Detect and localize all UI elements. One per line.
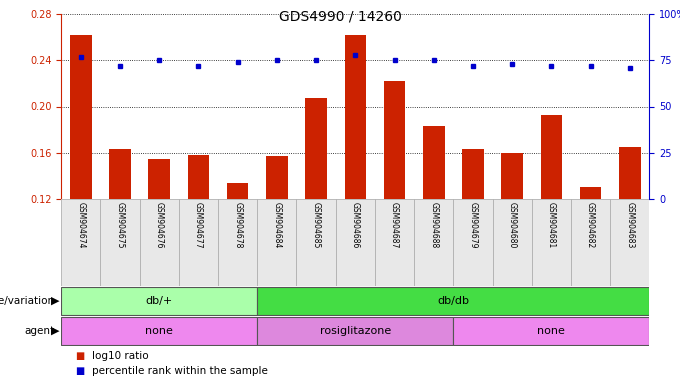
Bar	[375, 199, 414, 286]
Bar	[571, 199, 610, 286]
Bar	[188, 155, 209, 199]
Bar	[492, 199, 532, 286]
Bar	[61, 286, 257, 315]
Bar	[532, 199, 571, 286]
Text: genotype/variation: genotype/variation	[0, 296, 54, 306]
Text: GSM904676: GSM904676	[155, 202, 164, 249]
Text: db/db: db/db	[437, 296, 469, 306]
Bar	[345, 35, 366, 199]
Text: GSM904686: GSM904686	[351, 202, 360, 249]
Text: GSM904681: GSM904681	[547, 202, 556, 249]
Bar	[266, 156, 288, 199]
Text: none: none	[146, 326, 173, 336]
Bar	[148, 159, 170, 199]
Text: ■: ■	[75, 351, 84, 361]
Bar	[610, 199, 649, 286]
Text: log10 ratio: log10 ratio	[92, 351, 148, 361]
Text: GSM904674: GSM904674	[76, 202, 85, 249]
Bar	[454, 316, 649, 345]
Text: ▶: ▶	[52, 296, 60, 306]
Text: rosiglitazone: rosiglitazone	[320, 326, 391, 336]
Bar	[296, 199, 336, 286]
Text: agent: agent	[24, 326, 54, 336]
Text: GSM904682: GSM904682	[586, 202, 595, 249]
Bar	[541, 114, 562, 199]
Bar	[257, 199, 296, 286]
Bar	[257, 286, 649, 315]
Text: db/+: db/+	[146, 296, 173, 306]
Bar	[384, 81, 405, 199]
Bar	[336, 199, 375, 286]
Bar	[101, 199, 139, 286]
Bar	[580, 187, 601, 199]
Text: GSM904679: GSM904679	[469, 202, 477, 249]
Bar	[70, 35, 92, 199]
Text: ■: ■	[75, 366, 84, 376]
Bar	[305, 98, 327, 199]
Text: GSM904683: GSM904683	[626, 202, 634, 249]
Bar	[227, 183, 248, 199]
Bar	[619, 147, 641, 199]
Text: GSM904684: GSM904684	[273, 202, 282, 249]
Text: GSM904688: GSM904688	[429, 202, 438, 249]
Text: GSM904678: GSM904678	[233, 202, 242, 249]
Text: none: none	[537, 326, 565, 336]
Bar	[501, 153, 523, 199]
Bar	[423, 126, 445, 199]
Bar	[109, 149, 131, 199]
Bar	[257, 316, 454, 345]
Bar	[61, 199, 101, 286]
Text: GSM904680: GSM904680	[508, 202, 517, 249]
Text: ▶: ▶	[52, 326, 60, 336]
Bar	[462, 149, 483, 199]
Bar	[218, 199, 257, 286]
Bar	[139, 199, 179, 286]
Bar	[61, 316, 257, 345]
Text: GDS4990 / 14260: GDS4990 / 14260	[279, 10, 401, 23]
Bar	[179, 199, 218, 286]
Text: GSM904677: GSM904677	[194, 202, 203, 249]
Text: GSM904685: GSM904685	[311, 202, 320, 249]
Text: percentile rank within the sample: percentile rank within the sample	[92, 366, 268, 376]
Bar	[414, 199, 454, 286]
Text: GSM904675: GSM904675	[116, 202, 124, 249]
Bar	[454, 199, 492, 286]
Text: GSM904687: GSM904687	[390, 202, 399, 249]
